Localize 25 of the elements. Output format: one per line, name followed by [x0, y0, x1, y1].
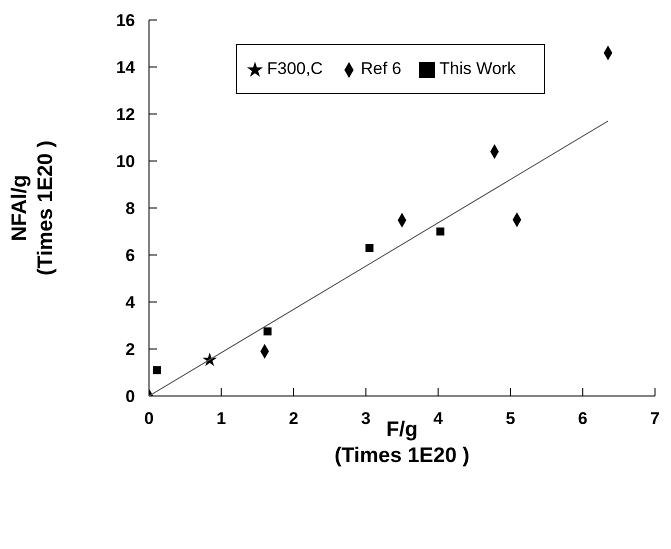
x-tick-label: 5 [506, 409, 516, 428]
y-axis-title: NFAl/g (Times 1E20 ) [8, 140, 57, 276]
x-tick-label: 7 [650, 409, 660, 428]
point [152, 366, 161, 374]
x-tick-label: 1 [216, 409, 226, 428]
x-tick-label: 4 [433, 409, 444, 428]
legend-label: Ref 6 [360, 59, 402, 78]
x-tick-label: 3 [361, 409, 371, 428]
point [365, 244, 374, 252]
y-tick-label: 6 [126, 246, 135, 266]
x-tick-label: 6 [578, 409, 588, 428]
y-tick-label: 8 [126, 199, 135, 218]
y-tick-label: 16 [116, 11, 135, 30]
point [436, 228, 444, 236]
y-tick-label: 0 [126, 387, 135, 406]
legend-label: This Work [439, 59, 516, 78]
x-tick-label: 0 [144, 409, 154, 428]
point [264, 327, 272, 336]
y-tick-label: 12 [116, 105, 135, 124]
y-tick-label: 10 [116, 152, 135, 172]
y-tick-label: 4 [126, 293, 136, 312]
y-tick-label: 14 [116, 58, 136, 78]
legend-label: F300,C [267, 59, 323, 78]
y-tick-label: 2 [126, 340, 135, 360]
x-tick-label: 2 [288, 409, 298, 428]
